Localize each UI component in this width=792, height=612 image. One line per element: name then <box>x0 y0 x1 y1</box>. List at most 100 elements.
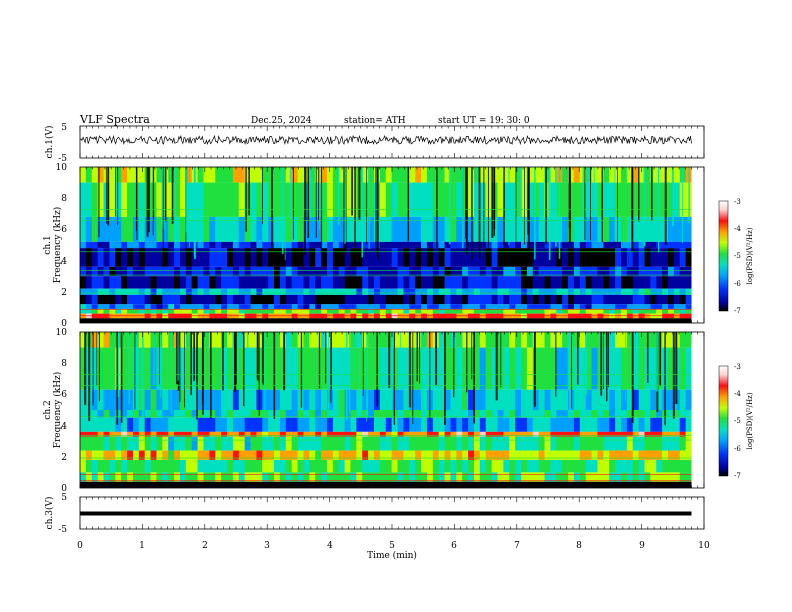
spectrogram-cell <box>138 459 146 473</box>
spectrogram-cell <box>468 308 475 314</box>
spectrogram-cell <box>650 481 657 488</box>
spectrogram-cell <box>585 347 592 390</box>
spectrogram-cell <box>215 294 222 305</box>
spectrogram-cell <box>315 241 322 249</box>
spectrogram-cell <box>80 304 87 309</box>
spectrogram-cell <box>262 318 269 323</box>
spectrogram-cell <box>491 436 498 451</box>
spectrogram-cell <box>544 481 551 488</box>
spectrogram-cell <box>597 308 604 314</box>
spectrogram-cell <box>203 410 210 418</box>
spectrogram-cell <box>503 167 510 183</box>
spectrogram-cell <box>326 472 334 482</box>
spectrogram-cell <box>644 276 651 289</box>
spectrogram-cell <box>285 288 293 295</box>
spectrogram-cell <box>638 436 645 451</box>
spectrogram-cell <box>615 308 622 314</box>
spectrogram-cell <box>156 288 163 295</box>
spectrogram-cell <box>80 481 87 488</box>
spectrogram-cell <box>244 241 251 249</box>
spectrogram-cell <box>456 472 463 482</box>
spectrogram-cell <box>162 304 169 309</box>
spectrogram-cell <box>491 450 498 460</box>
spectrogram-cell <box>532 288 540 295</box>
spectrogram-cell <box>568 472 575 482</box>
spectrogram-cell <box>473 410 481 418</box>
spectrogram-cell <box>97 266 104 277</box>
spectrogram-cell <box>309 459 316 473</box>
spectrogram-cell <box>526 241 534 249</box>
spectrogram-cell <box>468 266 475 277</box>
spectrogram-cell <box>444 288 451 295</box>
spectrogram-cell <box>526 332 534 348</box>
xtick-1: 1 <box>139 541 145 551</box>
spectrogram-cell <box>450 304 457 309</box>
spectrogram-cell <box>150 436 157 451</box>
spectrogram-cell <box>626 182 634 217</box>
spectrogram-cell <box>573 431 581 437</box>
spectrogram-cell <box>603 288 610 295</box>
spectrogram-cell <box>321 472 328 482</box>
spectrogram-cell <box>521 481 528 488</box>
spectrogram-cell <box>191 436 198 451</box>
spectrogram-cell <box>356 276 363 289</box>
spectrogram-cell <box>285 389 293 410</box>
spectrogram-cell <box>215 308 222 314</box>
spectrogram-cell <box>91 472 99 482</box>
spectrogram-cell <box>127 410 134 418</box>
spectrogram-cell <box>227 318 234 323</box>
spectrogram-cell <box>179 332 187 348</box>
spectrogram-cell <box>685 248 692 267</box>
spectrogram-cell <box>573 276 581 289</box>
spectrogram-cell <box>526 288 534 295</box>
spectrogram-cell <box>385 481 393 488</box>
spectrogram-cell <box>609 294 616 305</box>
spectrogram-cell <box>168 276 175 289</box>
spectrogram-cell <box>368 241 375 249</box>
spectrogram-cell <box>491 389 498 410</box>
spectrogram-cell <box>609 248 616 267</box>
spectrogram-cell <box>344 332 351 348</box>
spectrogram-cell <box>415 417 422 432</box>
sferic-streak <box>407 167 410 242</box>
spectrogram-cell <box>609 332 616 348</box>
spectrogram-cell <box>432 472 440 482</box>
spectrogram-cell <box>385 410 393 418</box>
spectrogram-cell <box>603 431 610 437</box>
spectrogram-cell <box>421 241 428 249</box>
spectrogram-cell <box>332 389 340 410</box>
spectrogram-cell <box>132 294 140 305</box>
spectrogram-cell <box>485 276 492 289</box>
spectrogram-cell <box>568 450 575 460</box>
spectrogram-cell <box>326 318 334 323</box>
spectrogram-cell <box>338 304 345 309</box>
sferic-streak <box>448 167 451 245</box>
spectrogram-cell <box>97 481 104 488</box>
spectrogram-cell <box>238 347 246 390</box>
sferic-streak <box>146 167 149 237</box>
spectrogram-cell <box>626 431 634 437</box>
spectrogram-cell <box>544 241 551 249</box>
sferic-streak <box>273 332 276 419</box>
spectrogram-cell <box>127 266 134 277</box>
spectrogram-cell <box>479 459 487 473</box>
spectrogram-cell <box>109 389 116 410</box>
spectrogram-cell <box>403 318 410 323</box>
spectrogram-cell <box>397 417 404 432</box>
spectrogram-cell <box>162 266 169 277</box>
spectrogram-cell <box>350 248 357 267</box>
spectrogram-cell <box>279 308 287 314</box>
spectrogram-cell <box>244 459 251 473</box>
spectrogram-cell <box>550 167 557 183</box>
spectrogram-cell <box>132 389 140 410</box>
spectrogram-cell <box>150 450 157 460</box>
spectrogram-cell <box>462 276 469 289</box>
spectrogram-cell <box>238 481 246 488</box>
spectrogram-cell <box>526 481 534 488</box>
spectrogram-cell <box>256 248 263 267</box>
spectrogram-cell <box>479 472 487 482</box>
spectrogram-cell <box>332 294 340 305</box>
spectrogram-cell <box>509 410 516 418</box>
spectrogram-cell <box>479 332 487 348</box>
spectrogram-cell <box>497 248 504 267</box>
